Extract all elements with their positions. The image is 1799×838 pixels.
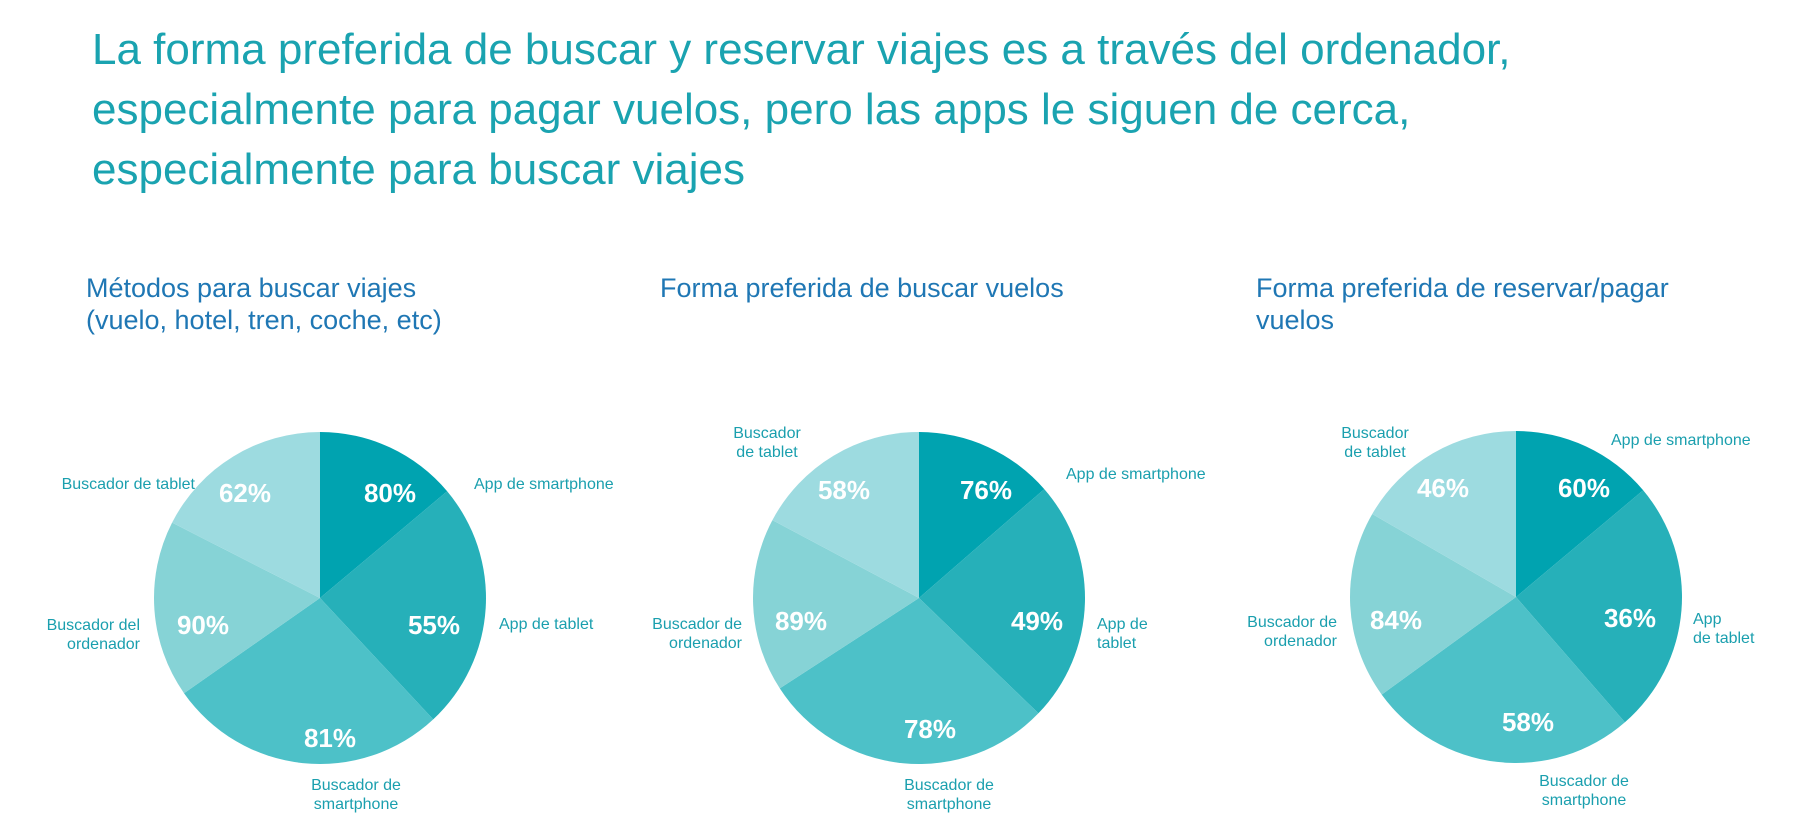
pie-1-label-4-line-2: ordenador <box>67 636 141 653</box>
headline: La forma preferida de buscar y reservar … <box>92 20 1712 200</box>
pie-3-value-2: 36% <box>1604 603 1656 633</box>
chart-title-1-line-1: Métodos para buscar viajes <box>86 273 417 303</box>
pie-1-value-5: 62% <box>219 478 271 508</box>
pie-3-slice-2 <box>1516 490 1682 723</box>
pie-1-value-2: 55% <box>408 610 460 640</box>
headline-line-3: especialmente para buscar viajes <box>92 145 746 194</box>
pie-2-label-2: App de tablet <box>1097 616 1148 652</box>
pie-2-label-1-line-1: App de smartphone <box>1066 466 1206 483</box>
pie-1-label-4-line-1: Buscador del <box>47 617 140 634</box>
pie-2-label-1: App de smartphone <box>1066 466 1206 483</box>
pie-3-label-5-line-2: de tablet <box>1344 444 1406 461</box>
pie-3-slice-1 <box>1516 431 1644 597</box>
pie-2-slice-3 <box>779 598 1039 764</box>
pie-2-label-3-line-2: smartphone <box>907 796 992 813</box>
pie-3-label-5: Buscador de tablet <box>1341 425 1409 461</box>
pie-2-value-2: 49% <box>1011 606 1063 636</box>
chart-title-1: Métodos para buscar viajes (vuelo, hotel… <box>86 272 442 336</box>
pie-3-label-2-line-1: App <box>1693 611 1722 628</box>
pie-2-value-4: 89% <box>775 606 827 636</box>
pie-3-label-3-line-2: smartphone <box>1542 792 1627 809</box>
pie-1-slice-4 <box>153 522 320 694</box>
headline-line-2: especialmente para pagar vuelos, pero la… <box>92 85 1411 134</box>
chart-title-3: Forma preferida de reservar/pagar vuelos <box>1256 272 1669 336</box>
pie-3-label-2-line-2: de tablet <box>1693 630 1755 647</box>
pie-1-label-3-line-2: smartphone <box>314 796 399 813</box>
pie-1-slice-3 <box>184 598 434 764</box>
pie-2-value-5: 58% <box>818 475 870 505</box>
pie-1-value-1: 80% <box>364 478 416 508</box>
pie-2-label-4: Buscador de ordenador <box>652 616 743 652</box>
pie-3-label-4: Buscador de ordenador <box>1247 614 1338 650</box>
pie-chart-3: 60% App de smartphone 36% App de tablet 58% Bu… <box>1247 425 1755 809</box>
pie-2-label-4-line-2: ordenador <box>669 635 743 652</box>
headline-line-1: La forma preferida de buscar y reservar … <box>92 25 1511 74</box>
pie-3-label-3: Buscador de smartphone <box>1539 773 1629 809</box>
pie-1-label-2: App de tablet <box>499 616 594 633</box>
chart-title-2-line-1: Forma preferida de buscar vuelos <box>660 273 1064 303</box>
pie-2-label-5-line-2: de tablet <box>736 444 798 461</box>
pie-1-label-3: Buscador de smartphone <box>311 777 401 813</box>
pie-2-label-2-line-2: tablet <box>1097 635 1137 652</box>
chart-title-3-line-1: Forma preferida de reservar/pagar <box>1256 273 1669 303</box>
pie-chart-2: 76% App de smartphone 49% App de tablet 78% Bu… <box>652 425 1206 813</box>
pie-1-label-4: Buscador del ordenador <box>47 617 141 653</box>
pie-3-slice-3 <box>1381 597 1625 764</box>
pie-2-label-5: Buscador de tablet <box>733 425 801 461</box>
pie-3-value-3: 58% <box>1502 707 1554 737</box>
pie-2-label-2-line-1: App de <box>1097 616 1148 633</box>
pie-1-label-2-line-1: App de tablet <box>499 616 594 633</box>
chart-title-3-line-2: vuelos <box>1256 305 1335 335</box>
pie-1-slice-1 <box>320 432 448 598</box>
pie-3-slice-5 <box>1372 431 1516 597</box>
pie-1-label-5: Buscador de tablet <box>62 476 196 493</box>
pie-1-label-1: App de smartphone <box>474 476 614 493</box>
pie-3-label-5-line-1: Buscador <box>1341 425 1409 442</box>
pie-3-label-2: App de tablet <box>1693 611 1755 647</box>
pie-2-slice-4 <box>753 520 919 689</box>
pie-1-label-5-line-1: Buscador de tablet <box>62 476 196 493</box>
pie-1-slice-5 <box>172 432 320 598</box>
chart-title-2: Forma preferida de buscar vuelos <box>660 272 1064 304</box>
pie-1-value-4: 90% <box>177 610 229 640</box>
pie-1-label-3-line-1: Buscador de <box>311 777 401 794</box>
pie-2-slice-5 <box>772 432 919 598</box>
pie-2-slice-1 <box>919 432 1045 598</box>
pie-3-label-1: App de smartphone <box>1611 432 1751 449</box>
pie-3-label-4-line-2: ordenador <box>1264 633 1338 650</box>
pie-2-label-4-line-1: Buscador de <box>652 616 742 633</box>
pie-1-value-3: 81% <box>304 723 356 753</box>
pie-1-slice-2 <box>320 491 486 720</box>
pie-chart-1: 80% App de smartphone 55% App de tablet 81% B… <box>47 432 614 813</box>
pie-1-label-1-line-1: App de smartphone <box>474 476 614 493</box>
pie-3-label-3-line-1: Buscador de <box>1539 773 1629 790</box>
pie-3-slice-4 <box>1349 514 1516 695</box>
pie-2-label-3: Buscador de smartphone <box>904 777 994 813</box>
pie-3-value-4: 84% <box>1370 605 1422 635</box>
chart-title-1-line-2: (vuelo, hotel, tren, coche, etc) <box>86 305 442 335</box>
pie-2-label-3-line-1: Buscador de <box>904 777 994 794</box>
pie-3-label-4-line-1: Buscador de <box>1247 614 1337 631</box>
pie-2-slice-2 <box>919 489 1085 714</box>
pie-2-label-5-line-1: Buscador <box>733 425 801 442</box>
pie-3-value-1: 60% <box>1558 473 1610 503</box>
pie-2-value-3: 78% <box>904 714 956 744</box>
pie-3-label-1-line-1: App de smartphone <box>1611 432 1751 449</box>
pie-2-value-1: 76% <box>960 475 1012 505</box>
pie-3-value-5: 46% <box>1417 473 1469 503</box>
